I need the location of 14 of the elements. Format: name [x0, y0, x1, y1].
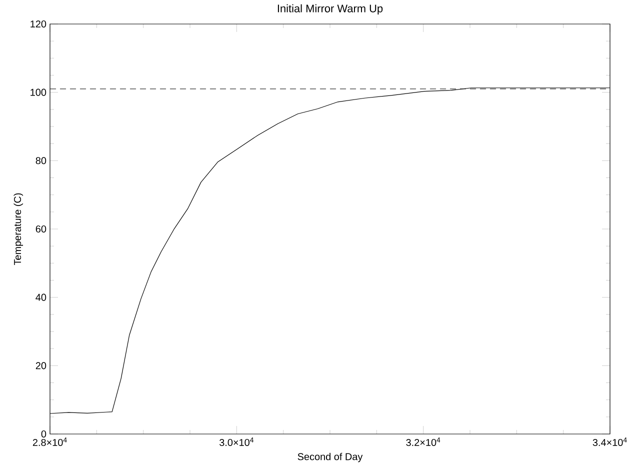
y-tick-label: 0	[41, 430, 46, 438]
y-tick-label: 100	[30, 88, 46, 96]
y-axis-title: Temperature (C)	[14, 193, 24, 266]
x-tick-label: 3.0×10$^{4}$	[219, 438, 254, 446]
x-tick-label: 3.2×10$^{4}$	[406, 438, 440, 446]
chart-title: Initial Mirror Warm Up	[278, 4, 383, 14]
x-tick-label: 3.4×10$^{4}$	[592, 438, 627, 446]
y-tick-label: 60	[36, 225, 46, 233]
y-tick-label: 40	[36, 294, 46, 301]
y-tick-label: 120	[30, 20, 46, 28]
x-axis-title: Second of Day	[298, 452, 363, 462]
y-tick-label: 20	[36, 362, 46, 370]
y-tick-label: 80	[36, 157, 46, 164]
x-tick-label: 2.8×10$^{4}$	[32, 438, 67, 446]
